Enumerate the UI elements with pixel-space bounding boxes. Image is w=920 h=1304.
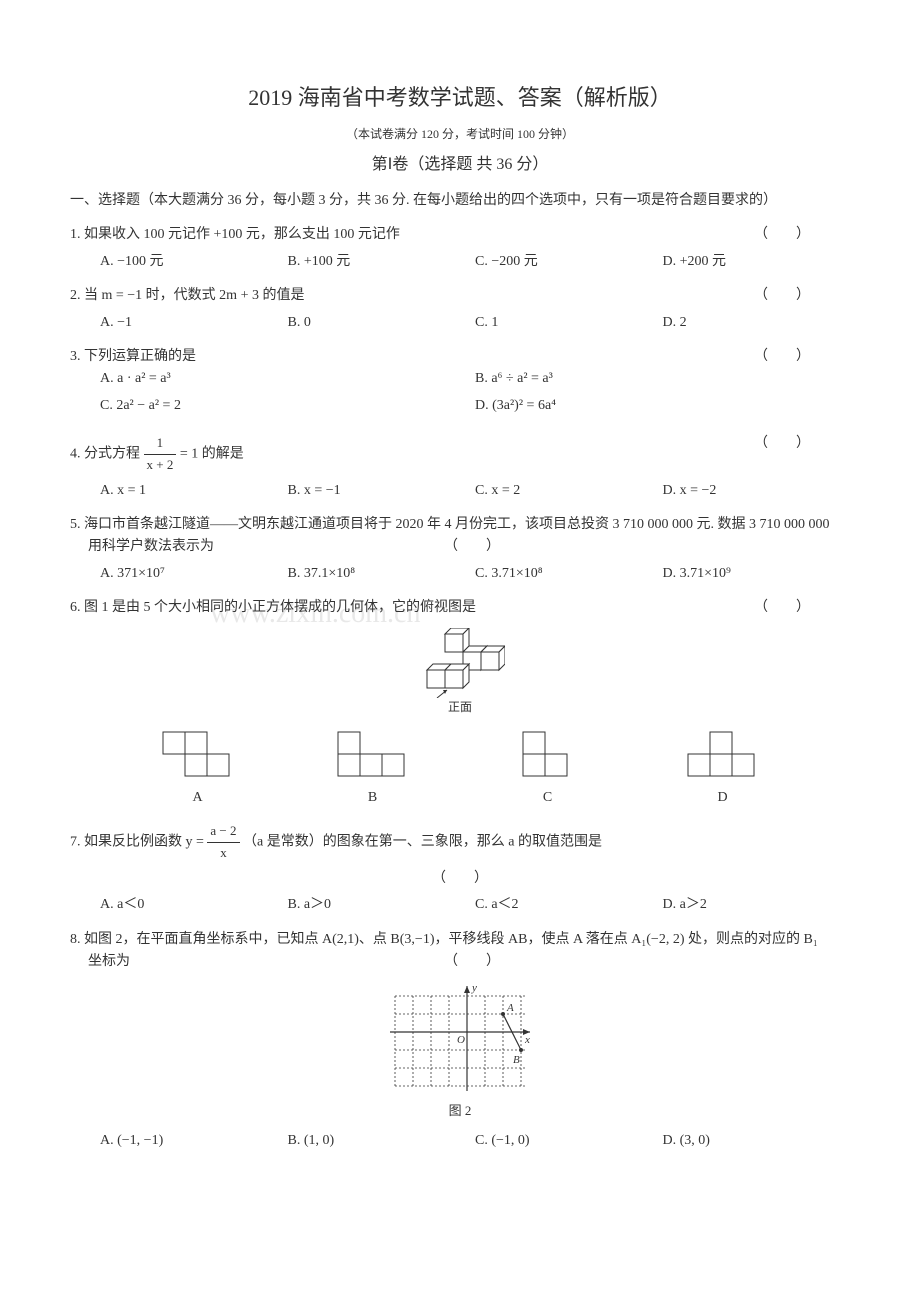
svg-text:A: A bbox=[506, 1002, 514, 1014]
answer-paren: （ ） bbox=[444, 951, 500, 973]
q6-opt-c-shape bbox=[508, 727, 588, 777]
q7-opt-c: C. a＜2 bbox=[475, 894, 663, 916]
q8-text2: 坐标为 bbox=[88, 954, 130, 969]
svg-text:y: y bbox=[471, 982, 477, 994]
q5-opt-d: D. 3.71×10⁹ bbox=[663, 563, 851, 585]
answer-paren: （ ） bbox=[754, 285, 810, 307]
q1-opt-a: A. −100 元 bbox=[100, 251, 288, 273]
q6-figure: 正面 bbox=[70, 628, 850, 717]
q7-text-pre: 7. 如果反比例函数 y = bbox=[70, 835, 207, 850]
q4-opt-b: B. x = −1 bbox=[288, 480, 476, 502]
question-7: 7. 如果反比例函数 y = a − 2x （a 是常数）的图象在第一、三象限，… bbox=[70, 821, 850, 916]
q5-opt-b: B. 37.1×10⁸ bbox=[288, 563, 476, 585]
q8-opt-b: B. (1, 0) bbox=[288, 1130, 476, 1152]
answer-paren: （ ） bbox=[70, 868, 850, 890]
q5-text: 5. 海口市首条越江隧道——文明东越江通道项目将于 2020 年 4 月份完工，… bbox=[70, 517, 830, 532]
q1-text: 1. 如果收入 100 元记作 +100 元，那么支出 100 元记作 bbox=[70, 227, 400, 242]
answer-paren: （ ） bbox=[754, 224, 810, 246]
q4-opt-d: D. x = −2 bbox=[663, 480, 851, 502]
q6-text: 6. 图 1 是由 5 个大小相同的小正方体摆成的几何体，它的俯视图是 bbox=[70, 600, 476, 615]
q6-options-row bbox=[110, 727, 810, 777]
answer-paren: （ ） bbox=[444, 536, 500, 558]
q7-opt-b: B. a＞0 bbox=[288, 894, 476, 916]
svg-text:B: B bbox=[513, 1054, 520, 1066]
q4-text-pre: 4. 分式方程 bbox=[70, 447, 144, 462]
q5-text2: 用科学户数法表示为 bbox=[88, 539, 214, 554]
q7-fraction: a − 2x bbox=[207, 821, 239, 864]
coord-figure-icon: y x O A B bbox=[385, 981, 535, 1101]
q3-opt-b: B. a⁶ ÷ a² = a³ bbox=[475, 368, 850, 390]
question-2: 2. 当 m = −1 时，代数式 2m + 3 的值是 （ ） A. −1 B… bbox=[70, 285, 850, 334]
page-title: 2019 海南省中考数学试题、答案（解析版） bbox=[70, 80, 850, 115]
q6-label-a: A bbox=[148, 787, 248, 809]
question-8: 8. 如图 2，在平面直角坐标系中，已知点 A(2,1)、点 B(3,−1)，平… bbox=[70, 929, 850, 1153]
q7-opt-d: D. a＞2 bbox=[663, 894, 851, 916]
q2-opt-d: D. 2 bbox=[663, 312, 851, 334]
q3-opt-d: D. (3a²)² = 6a⁴ bbox=[475, 395, 850, 417]
q6-label-d: D bbox=[673, 787, 773, 809]
answer-paren: （ ） bbox=[754, 597, 810, 619]
q3-opt-a: A. a · a² = a³ bbox=[100, 368, 475, 390]
section-title: 第Ⅰ卷（选择题 共 36 分） bbox=[70, 152, 850, 178]
q8-opt-a: A. (−1, −1) bbox=[100, 1130, 288, 1152]
q5-opt-c: C. 3.71×10⁸ bbox=[475, 563, 663, 585]
svg-text:O: O bbox=[457, 1034, 465, 1046]
q6-label-b: B bbox=[323, 787, 423, 809]
q1-opt-b: B. +100 元 bbox=[288, 251, 476, 273]
q4-frac-num: 1 bbox=[144, 433, 177, 455]
q2-opt-b: B. 0 bbox=[288, 312, 476, 334]
q4-opt-a: A. x = 1 bbox=[100, 480, 288, 502]
q1-opt-c: C. −200 元 bbox=[475, 251, 663, 273]
q2-text: 2. 当 m = −1 时，代数式 2m + 3 的值是 bbox=[70, 288, 304, 303]
q6-opt-d-shape bbox=[683, 727, 763, 777]
q7-frac-num: a − 2 bbox=[207, 821, 239, 843]
q7-opt-a: A. a＜0 bbox=[100, 894, 288, 916]
q6-fig-label: 正面 bbox=[70, 698, 850, 717]
question-3: 3. 下列运算正确的是 （ ） A. a · a² = a³ B. a⁶ ÷ a… bbox=[70, 346, 850, 421]
question-5: 5. 海口市首条越江隧道——文明东越江通道项目将于 2020 年 4 月份完工，… bbox=[70, 514, 850, 585]
question-6: www.zixin.com.cn 6. 图 1 是由 5 个大小相同的小正方体摆… bbox=[70, 597, 850, 809]
q8-opt-c: C. (−1, 0) bbox=[475, 1130, 663, 1152]
q4-text-post: = 1 的解是 bbox=[176, 447, 243, 462]
svg-text:x: x bbox=[524, 1034, 530, 1046]
q8-figure: y x O A B 图 2 bbox=[70, 981, 850, 1122]
q8-opt-d: D. (3, 0) bbox=[663, 1130, 851, 1152]
q7-text-post: （a 是常数）的图象在第一、三象限，那么 a 的取值范围是 bbox=[240, 835, 602, 850]
q4-fraction: 1x + 2 bbox=[144, 433, 177, 476]
q6-opt-a-shape bbox=[158, 727, 238, 777]
question-1: 1. 如果收入 100 元记作 +100 元，那么支出 100 元记作 （ ） … bbox=[70, 224, 850, 273]
exam-info: （本试卷满分 120 分，考试时间 100 分钟） bbox=[70, 125, 850, 144]
section-desc: 一、选择题（本大题满分 36 分，每小题 3 分，共 36 分. 在每小题给出的… bbox=[70, 190, 850, 212]
question-4: 4. 分式方程 1x + 2 = 1 的解是 （ ） A. x = 1 B. x… bbox=[70, 433, 850, 502]
q6-opt-b-shape bbox=[333, 727, 413, 777]
q4-frac-den: x + 2 bbox=[144, 455, 177, 476]
q3-text: 3. 下列运算正确的是 bbox=[70, 349, 196, 364]
q4-opt-c: C. x = 2 bbox=[475, 480, 663, 502]
q5-opt-a: A. 371×10⁷ bbox=[100, 563, 288, 585]
cube-figure-icon bbox=[415, 628, 505, 698]
q3-opt-c: C. 2a² − a² = 2 bbox=[100, 395, 475, 417]
q8-text: 8. 如图 2，在平面直角坐标系中，已知点 A(2,1)、点 B(3,−1)，平… bbox=[70, 932, 818, 947]
q6-label-c: C bbox=[498, 787, 598, 809]
q8-fig-label: 图 2 bbox=[70, 1101, 850, 1122]
answer-paren: （ ） bbox=[754, 346, 810, 368]
q2-opt-c: C. 1 bbox=[475, 312, 663, 334]
q7-frac-den: x bbox=[207, 843, 239, 864]
q2-opt-a: A. −1 bbox=[100, 312, 288, 334]
answer-paren: （ ） bbox=[754, 433, 810, 455]
q1-opt-d: D. +200 元 bbox=[663, 251, 851, 273]
